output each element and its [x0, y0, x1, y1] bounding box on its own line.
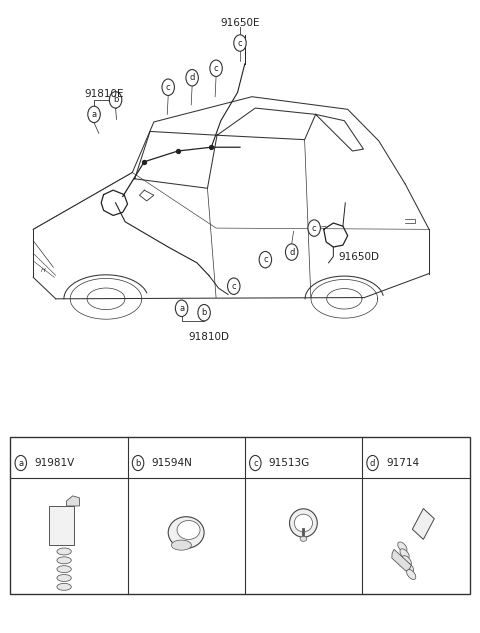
- Ellipse shape: [168, 517, 204, 548]
- Text: a: a: [18, 458, 24, 468]
- Text: 91714: 91714: [386, 458, 419, 468]
- Text: 91650E: 91650E: [220, 18, 260, 28]
- Circle shape: [308, 220, 321, 236]
- Circle shape: [15, 456, 26, 470]
- Text: b: b: [202, 308, 207, 317]
- Bar: [10, 437, 470, 594]
- Circle shape: [210, 60, 222, 77]
- Ellipse shape: [57, 548, 72, 555]
- Circle shape: [250, 456, 261, 470]
- Text: H: H: [40, 268, 45, 273]
- Text: d: d: [289, 248, 294, 256]
- Text: c: c: [214, 64, 218, 73]
- Text: a: a: [92, 110, 96, 119]
- Ellipse shape: [294, 514, 312, 532]
- Ellipse shape: [57, 557, 72, 564]
- Circle shape: [286, 244, 298, 260]
- Ellipse shape: [57, 566, 72, 573]
- Text: c: c: [263, 255, 268, 264]
- Text: d: d: [370, 458, 375, 468]
- Circle shape: [88, 106, 100, 123]
- Text: d: d: [190, 73, 195, 82]
- Ellipse shape: [57, 575, 72, 582]
- Ellipse shape: [402, 556, 411, 566]
- Circle shape: [162, 79, 174, 96]
- Ellipse shape: [407, 569, 416, 579]
- Text: b: b: [113, 96, 118, 104]
- Bar: [49, 506, 74, 545]
- Polygon shape: [412, 508, 434, 539]
- Circle shape: [175, 300, 188, 316]
- Text: a: a: [179, 304, 184, 313]
- Text: 91810D: 91810D: [188, 332, 229, 342]
- Polygon shape: [392, 549, 411, 571]
- Ellipse shape: [289, 509, 317, 537]
- Circle shape: [198, 304, 210, 321]
- Circle shape: [132, 456, 144, 470]
- Text: c: c: [238, 39, 242, 47]
- Ellipse shape: [300, 536, 307, 541]
- Circle shape: [234, 35, 246, 51]
- Circle shape: [186, 70, 198, 86]
- Text: c: c: [166, 83, 170, 92]
- Circle shape: [367, 456, 378, 470]
- Text: 91981V: 91981V: [34, 458, 74, 468]
- Ellipse shape: [404, 563, 414, 573]
- Ellipse shape: [171, 540, 192, 550]
- Text: c: c: [312, 223, 316, 232]
- Circle shape: [259, 251, 272, 268]
- Text: b: b: [135, 458, 141, 468]
- Circle shape: [228, 278, 240, 294]
- Circle shape: [109, 92, 122, 108]
- Text: c: c: [253, 458, 258, 468]
- Text: c: c: [231, 282, 236, 291]
- Text: 91650D: 91650D: [338, 252, 379, 262]
- Ellipse shape: [398, 542, 407, 552]
- Polygon shape: [67, 496, 79, 506]
- Text: 91810E: 91810E: [84, 89, 124, 99]
- Ellipse shape: [57, 584, 72, 591]
- Ellipse shape: [177, 520, 200, 539]
- Text: 91513G: 91513G: [269, 458, 310, 468]
- Text: 91594N: 91594N: [152, 458, 192, 468]
- Ellipse shape: [400, 549, 409, 559]
